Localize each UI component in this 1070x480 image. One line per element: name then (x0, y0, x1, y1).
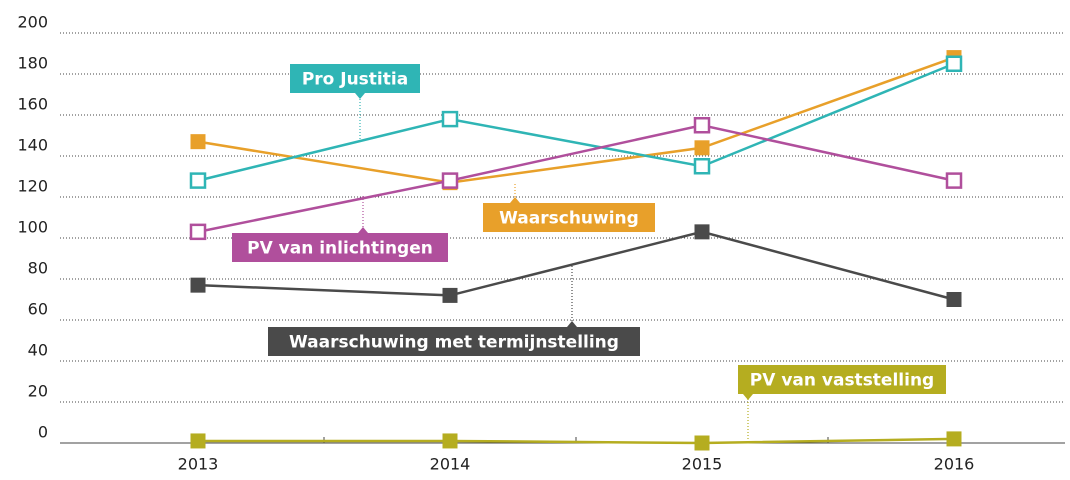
y-tick-label: 120 (17, 177, 48, 196)
legend-label: PV van vaststelling (750, 371, 934, 391)
legend-label: Pro Justitia (302, 70, 408, 90)
marker (189, 172, 207, 189)
callout-pointer (510, 197, 520, 203)
legend-box (483, 203, 655, 232)
series-line (197, 230, 955, 301)
x-tick-label: 2015 (682, 455, 723, 474)
marker (694, 224, 710, 240)
marker (190, 277, 206, 293)
y-tick-label: 60 (28, 300, 48, 319)
marker (190, 433, 206, 449)
callout-pointer (743, 394, 753, 400)
marker (442, 433, 458, 449)
legend-box (738, 365, 946, 394)
y-tick-label: 100 (17, 218, 48, 237)
marker (945, 172, 963, 189)
legend-label: Waarschuwing met termijnstelling (289, 333, 619, 353)
legend-label: PV van inlichtingen (247, 239, 433, 259)
y-tick-label: 20 (28, 382, 48, 401)
callout-pointer (355, 93, 365, 99)
marker (946, 431, 962, 447)
marker (694, 140, 710, 156)
series-line (197, 56, 955, 184)
marker (946, 292, 962, 307)
x-tick-label: 2014 (430, 455, 471, 474)
legend-label: Waarschuwing (499, 209, 639, 229)
series-line (198, 437, 955, 445)
legend-box (268, 327, 640, 356)
marker (441, 172, 459, 189)
y-tick-label: 140 (17, 136, 48, 155)
y-tick-label: 40 (28, 341, 48, 360)
callout-pointer (358, 227, 368, 233)
marker (694, 435, 710, 451)
marker (441, 110, 459, 128)
marker (945, 55, 963, 72)
y-tick-label: 180 (17, 54, 48, 73)
y-tick-label: 0 (38, 423, 48, 442)
marker (442, 287, 458, 303)
x-tick-label: 2013 (178, 455, 219, 474)
legend-box (232, 233, 448, 262)
marker (693, 158, 711, 175)
marker (190, 134, 206, 150)
x-tick-label: 2016 (934, 455, 975, 474)
legend-box (290, 64, 420, 93)
y-tick-label: 160 (17, 95, 48, 114)
y-tick-label: 200 (17, 13, 48, 32)
series-line (197, 62, 955, 182)
series-line (197, 123, 955, 234)
marker (693, 117, 711, 134)
marker (189, 223, 207, 241)
y-tick-label: 80 (28, 259, 48, 278)
callout-pointer (567, 321, 577, 327)
